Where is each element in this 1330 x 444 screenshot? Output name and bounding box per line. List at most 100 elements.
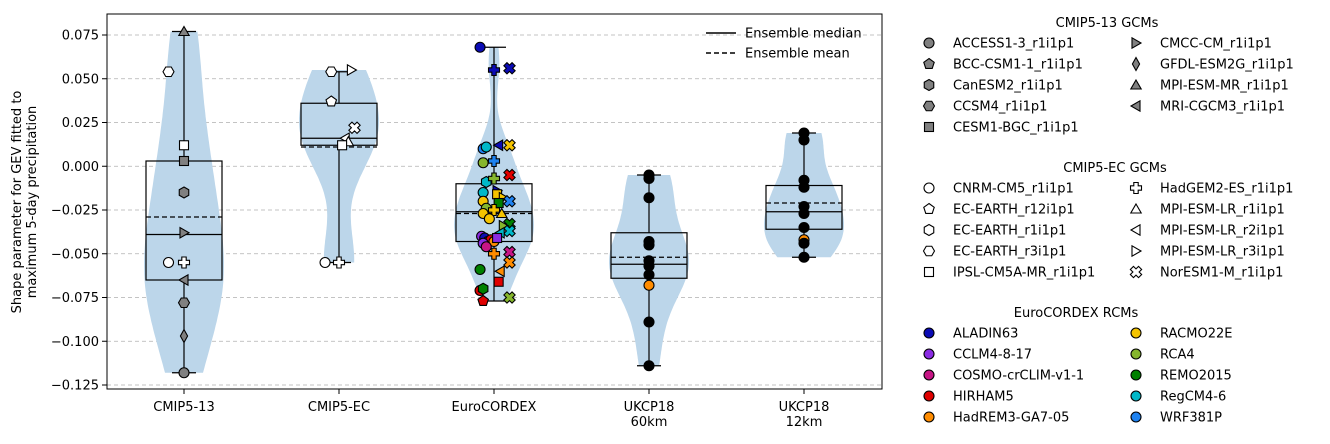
violin-body [144, 31, 224, 373]
legend-marker [923, 327, 935, 339]
legend-item-label: MPI-ESM-LR_r2i1p1 [1160, 224, 1285, 239]
data-point [798, 237, 810, 249]
data-point [494, 265, 505, 278]
legend-marker [923, 121, 935, 133]
data-point [643, 360, 655, 372]
legend-marker [922, 100, 936, 112]
legend-item-label: BCC-CSM1-1_r1i1p1 [953, 58, 1083, 73]
legend-item-label: EC-EARTH_r12i1p1 [953, 203, 1075, 218]
y-tick-label: −0.075 [51, 291, 99, 306]
legend-marker [1129, 202, 1143, 214]
data-point [325, 66, 338, 78]
data-point [179, 226, 191, 239]
data-point [348, 121, 361, 135]
data-point [178, 367, 190, 379]
data-point-shape [503, 256, 516, 269]
legend-marker [923, 223, 935, 237]
legend-item-label: COSMO-crCLIM-v1-1 [953, 369, 1084, 384]
legend-item-label: CESM1-BGC_r1i1p1 [953, 121, 1079, 136]
violin-body [764, 133, 844, 258]
data-point [487, 154, 501, 168]
legend-group-title: CMIP5-13 GCMs [1056, 16, 1159, 31]
data-point [177, 256, 191, 269]
data-point [477, 282, 489, 295]
data-point [643, 316, 655, 328]
legend-marker-shape [1129, 265, 1143, 279]
data-point [177, 25, 191, 37]
data-point [503, 194, 516, 208]
data-point-shape [503, 194, 516, 208]
legend-marker [923, 37, 935, 49]
data-point [179, 328, 189, 344]
data-point [495, 207, 508, 219]
data-point [492, 139, 504, 152]
legend-item-label: RACMO22E [1160, 327, 1232, 342]
legend-item-label: CanESM2_r1i1p1 [953, 79, 1063, 94]
data-point [162, 256, 175, 269]
data-point [178, 186, 190, 199]
data-point-shape [348, 121, 361, 135]
data-point [474, 41, 486, 53]
legend-marker [1130, 390, 1142, 402]
y-tick-label: −0.025 [51, 204, 99, 219]
legend-line-label: Ensemble mean [745, 47, 850, 62]
legend-group-title: EuroCORDEX RCMs [1014, 306, 1139, 321]
data-point-shape [503, 168, 516, 182]
legend-item-label: EC-EARTH_r1i1p1 [953, 224, 1066, 239]
data-point [477, 294, 490, 307]
legend-marker [1129, 78, 1143, 90]
data-point [178, 155, 190, 167]
x-tick-label: UKCP18 [624, 400, 675, 415]
data-point-shape [503, 224, 516, 238]
y-tick-label: −0.125 [51, 379, 99, 394]
data-point [493, 276, 504, 287]
legend-marker [1130, 369, 1142, 381]
data-point [474, 263, 486, 276]
data-point [487, 247, 501, 260]
legend-marker [923, 57, 935, 69]
x-tick-label: CMIP5-13 [153, 400, 214, 415]
data-point [177, 297, 191, 309]
legend-item-label: CMCC-CM_r1i1p1 [1160, 37, 1272, 52]
legend-item-label: MPI-ESM-LR_r3i1p1 [1160, 245, 1285, 260]
data-point [643, 192, 655, 204]
data-point [477, 157, 489, 169]
legend-item-label: EC-EARTH_r3i1p1 [953, 245, 1066, 260]
legend-item-label: IPSL-CM5A-MR_r1i1p1 [953, 266, 1095, 281]
legend-marker [1129, 99, 1141, 113]
data-point [643, 239, 655, 251]
legend-item-label: HadREM3-GA7-05 [953, 411, 1069, 426]
legend-marker [1129, 181, 1143, 195]
x-tick-label: EuroCORDEX [452, 400, 537, 415]
data-point [643, 172, 655, 185]
y-tick-label: −0.100 [51, 335, 99, 350]
data-point [319, 256, 331, 269]
legend-marker [923, 348, 935, 360]
legend-marker [923, 78, 935, 92]
x-tick-label: 12km [786, 415, 823, 430]
legend-marker [923, 390, 935, 402]
legend-marker [923, 411, 935, 423]
y-axis-title: Shape parameter for GEV fitted to maximum… [10, 91, 40, 314]
data-point [503, 168, 516, 182]
data-point [798, 251, 810, 263]
data-point [503, 224, 516, 238]
data-point [480, 141, 492, 153]
legend-item-label: REMO2015 [1160, 369, 1232, 384]
legend-item-label: ALADIN63 [953, 327, 1018, 342]
data-point [487, 63, 501, 77]
legend-item-label: HadGEM2-ES_r1i1p1 [1160, 182, 1293, 197]
data-point [483, 213, 495, 225]
legend-item-label: CNRM-CM5_r1i1p1 [953, 182, 1074, 197]
legend-line-label: Ensemble median [745, 27, 862, 42]
y-axis-title-line: maximum 5-day precipitation [25, 106, 40, 299]
data-point [798, 221, 810, 234]
data-point [503, 256, 516, 269]
data-point [798, 207, 810, 220]
y-tick-label: 0.050 [62, 72, 99, 87]
data-point [346, 63, 358, 77]
data-point [798, 134, 810, 146]
legend-item-label: GFDL-ESM2G_r1i1p1 [1160, 58, 1294, 73]
